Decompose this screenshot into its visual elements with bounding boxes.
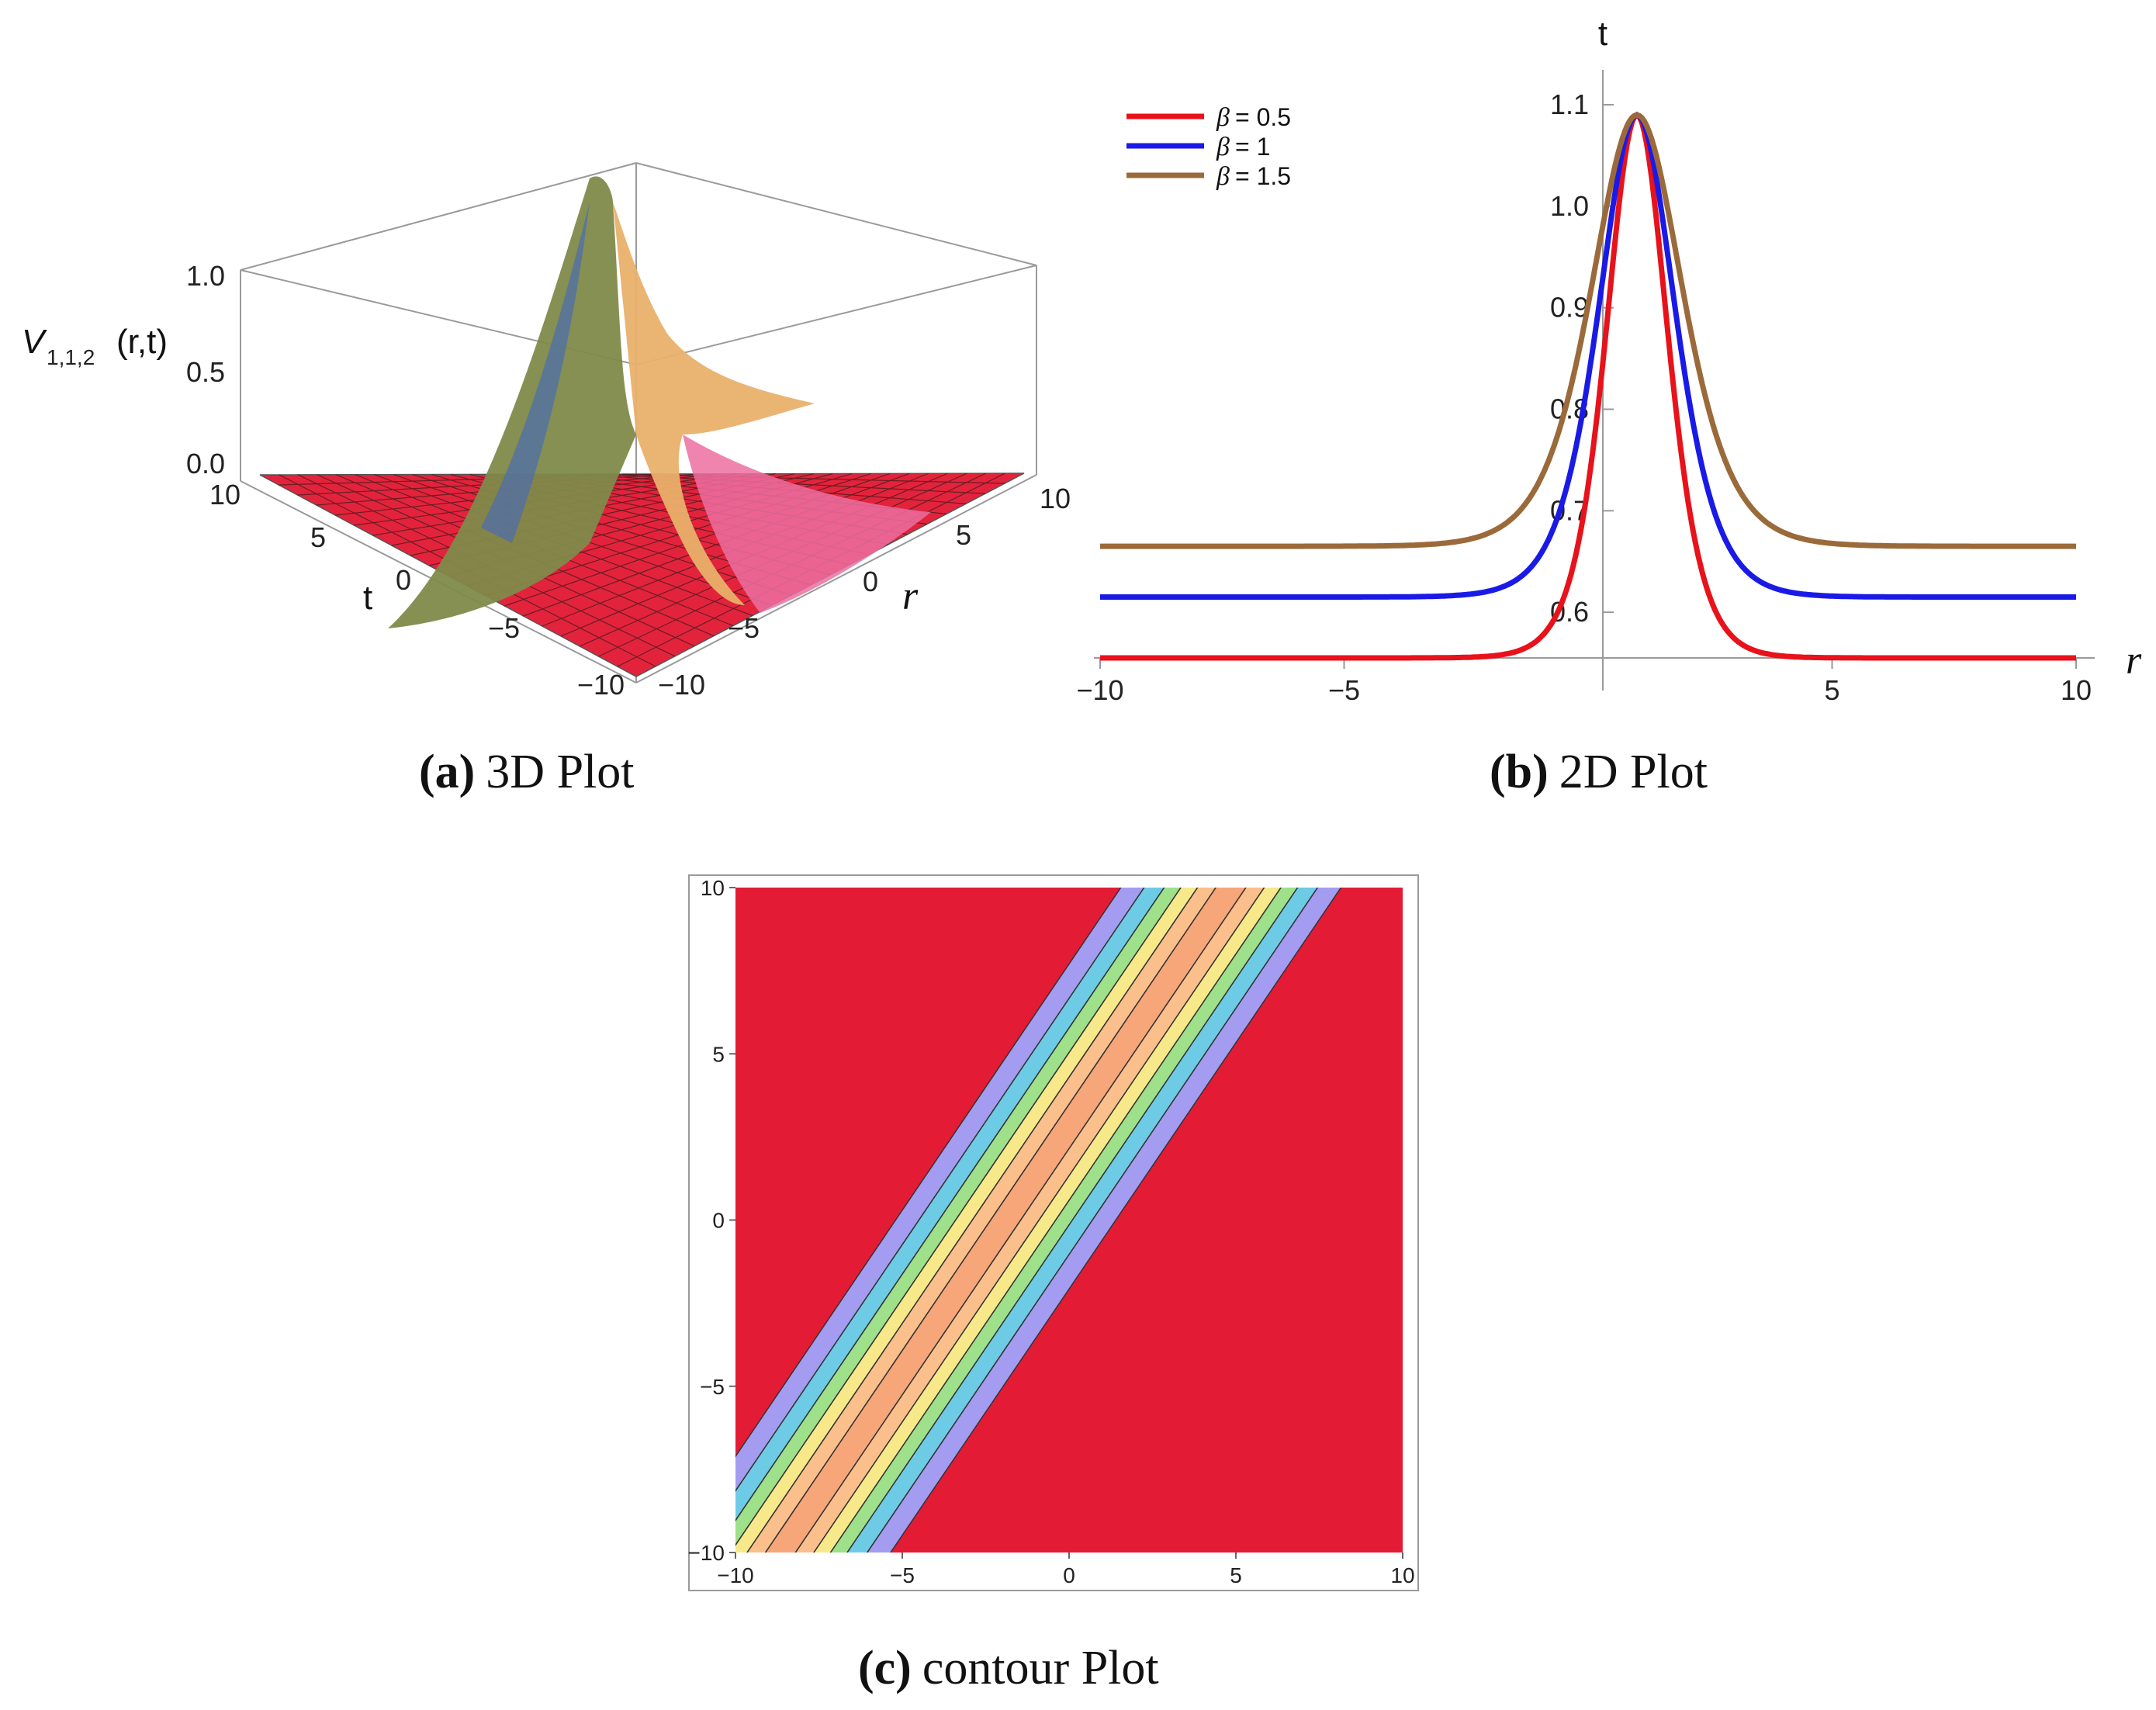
contour-band-9 (829, 888, 1299, 1552)
t-tick-2: 5 (310, 521, 326, 553)
legend-label-1: = 0.5 (1235, 103, 1291, 131)
series-lines (1100, 111, 2076, 661)
cy-tick-label: −5 (700, 1375, 725, 1399)
t-tick-5: −10 (577, 669, 625, 701)
series-line-1 (1100, 111, 2076, 661)
contour-band-11 (866, 888, 1342, 1552)
caption-c: (c) contour Plot (858, 1642, 1159, 1694)
caption-c-text: contour Plot (922, 1642, 1159, 1694)
legend: β = 0.5 β = 1 β = 1.5 (1126, 103, 1291, 191)
legend-symbol-3: β (1216, 162, 1230, 191)
z-axis-label: V 1,1,2 (r,t) (22, 323, 168, 369)
caption-c-label: (c) (858, 1642, 912, 1694)
surface-ridge-shadow (481, 202, 590, 543)
y-tick-label: 1.1 (1550, 88, 1589, 120)
legend-label-3: = 1.5 (1235, 162, 1291, 190)
contour-band-7 (794, 888, 1265, 1552)
contour-band-10 (846, 888, 1319, 1552)
r-tick-4: −5 (728, 612, 760, 644)
cy-tick-label: 10 (701, 876, 725, 900)
contour-band-4 (735, 888, 1199, 1552)
r-tick-1: 10 (1040, 483, 1071, 514)
r-axis-label: r (902, 574, 919, 618)
x-tick-label: −10 (1076, 674, 1123, 706)
caption-a-text: 3D Plot (486, 746, 634, 798)
cx-tick-label: −5 (890, 1563, 915, 1587)
z-tick-3: 0.0 (186, 448, 225, 479)
z-tick-1: 1.0 (186, 260, 225, 292)
cy-tick-label: 5 (712, 1042, 725, 1066)
surface-ridge-right (613, 202, 815, 605)
cy-tick-label: 0 (712, 1209, 725, 1233)
panel-3d-plot: 1.0 0.5 0.0 V 1,1,2 (r,t) 10 5 0 −5 −10 … (22, 162, 1071, 798)
panel-2d-plot: −10 −5 5 100.60.70.80.91.01.1 t r β = 0.5 β… (1076, 15, 2142, 798)
x-axis-label: r (2126, 639, 2142, 683)
r-tick-2: 5 (956, 519, 971, 551)
panel-contour-plot: −10 −5 0 5 10 10 5 0 −5 −10 (c) contour Plot (688, 874, 1419, 1694)
contour-band-5 (746, 888, 1217, 1552)
box-frame (240, 162, 1037, 684)
contour-bands (735, 888, 1342, 1552)
grid-line-v (622, 473, 1005, 484)
cx-tick-label: 5 (1230, 1563, 1242, 1587)
z-axis-subscript: 1,1,2 (47, 345, 95, 369)
r-tick-3: 0 (863, 566, 878, 597)
legend-symbol-2: β (1216, 133, 1230, 161)
caption-a-label: (a) (419, 746, 475, 798)
t-tick-4: −5 (488, 612, 520, 644)
y-tick-label: 1.0 (1550, 190, 1589, 222)
z-axis-letter: V (22, 323, 47, 361)
series-line-2 (1100, 112, 2076, 600)
t-axis-label: t (363, 579, 372, 617)
cx-tick-label: 10 (1390, 1563, 1414, 1587)
contour-frame (688, 874, 1419, 1591)
t-tick-1: 10 (209, 479, 241, 511)
caption-b-label: (b) (1490, 746, 1549, 798)
legend-label-2: = 1 (1235, 133, 1270, 161)
caption-a: (a) 3D Plot (419, 746, 635, 798)
x-tick-label: 5 (1824, 674, 1839, 706)
cy-tick-label: −10 (688, 1541, 725, 1565)
contour-ticks: −10 −5 0 5 10 10 5 0 −5 −10 (688, 876, 1415, 1587)
x-tick-label: −5 (1328, 674, 1360, 706)
r-tick-5: −10 (658, 669, 705, 701)
z-axis-args: (r,t) (116, 323, 168, 361)
caption-b: (b) 2D Plot (1490, 746, 1708, 798)
contour-band-6 (764, 888, 1247, 1552)
surface-ridge-pink (683, 434, 931, 613)
y-tick-label: 0.9 (1550, 292, 1589, 324)
series-line-3 (1100, 112, 2076, 549)
x-tick-label: 10 (2061, 674, 2092, 706)
legend-symbol-1: β (1216, 103, 1230, 132)
cx-tick-label: 0 (1063, 1563, 1075, 1587)
grid-line-u (523, 472, 910, 617)
t-tick-3: 0 (396, 564, 411, 596)
contour-band-8 (813, 888, 1282, 1552)
caption-b-text: 2D Plot (1559, 746, 1708, 798)
y-axis-label: t (1598, 15, 1607, 53)
z-tick-2: 0.5 (186, 356, 225, 388)
cx-tick-label: −10 (717, 1563, 754, 1587)
